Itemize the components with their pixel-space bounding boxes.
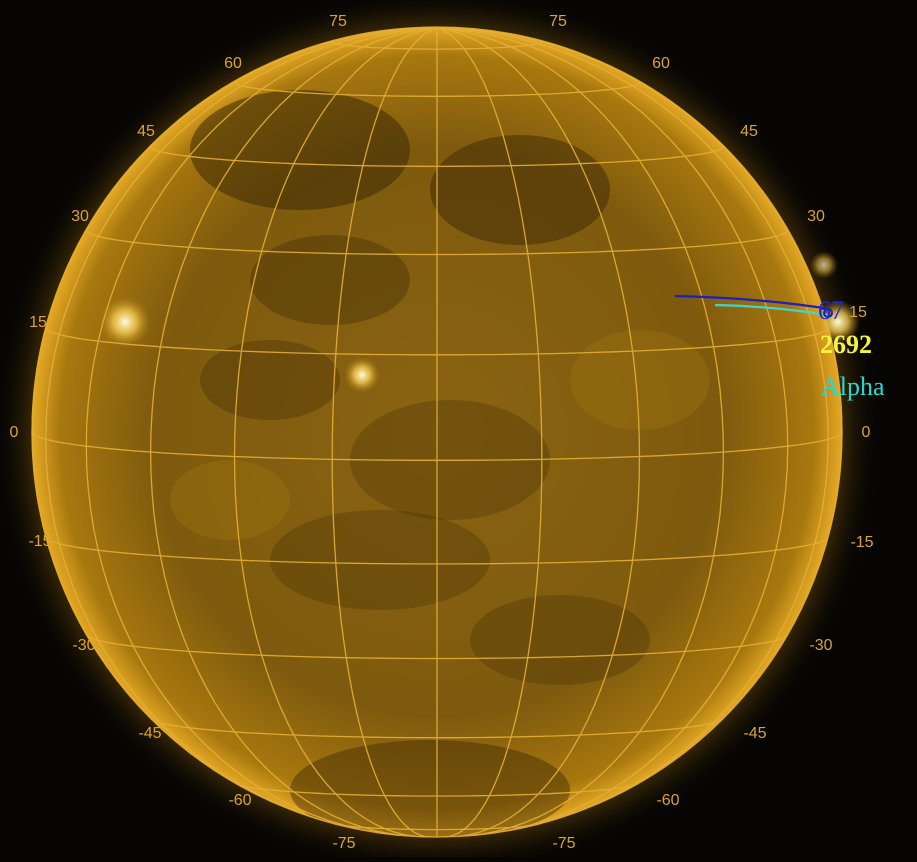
bright-region-east bbox=[99, 296, 151, 348]
latitude-label: -45 bbox=[743, 725, 766, 742]
longitude-line bbox=[436, 27, 789, 836]
longitude-line bbox=[45, 27, 438, 830]
limb-circle bbox=[31, 26, 843, 838]
longitude-line bbox=[85, 27, 438, 836]
region-marker bbox=[823, 308, 833, 318]
latitude-label: -15 bbox=[850, 534, 873, 551]
latitude-label: 15 bbox=[849, 304, 867, 321]
bright-region-limb-upper bbox=[810, 251, 838, 279]
longitude-line bbox=[436, 27, 725, 837]
bright-region-limb bbox=[816, 300, 860, 344]
region-number-label: 67 bbox=[818, 296, 844, 325]
latitude-label: 45 bbox=[740, 123, 758, 140]
latitude-label: -75 bbox=[332, 835, 355, 852]
latitude-label: 30 bbox=[807, 208, 825, 225]
latitude-label: -15 bbox=[28, 533, 51, 550]
latitude-label: -30 bbox=[72, 637, 95, 654]
latitude-label: 45 bbox=[137, 123, 155, 140]
latitude-label: -30 bbox=[809, 637, 832, 654]
latitude-label: 75 bbox=[549, 13, 567, 30]
latitude-label: -45 bbox=[138, 725, 161, 742]
latitude-label: 60 bbox=[224, 55, 242, 72]
latitude-label: 0 bbox=[10, 424, 19, 441]
longitude-line bbox=[436, 27, 829, 830]
noaa-number-label: 2692 bbox=[820, 330, 872, 359]
region-annotation: 67 2692 Alpha bbox=[674, 294, 885, 401]
latitude-label: -75 bbox=[552, 835, 575, 852]
longitude-line bbox=[233, 27, 438, 838]
heliographic-grid bbox=[31, 26, 843, 838]
latitude-label: -60 bbox=[656, 792, 679, 809]
latitude-label: 75 bbox=[329, 13, 347, 30]
latitude-label: -60 bbox=[228, 792, 251, 809]
longitude-line bbox=[436, 27, 641, 838]
region-track-cyan bbox=[714, 303, 829, 317]
longitude-line bbox=[331, 27, 438, 838]
magnetic-class-label: Alpha bbox=[821, 372, 885, 401]
latitude-label: 0 bbox=[862, 424, 871, 441]
latitude-label: 15 bbox=[29, 314, 47, 331]
longitude-line bbox=[436, 27, 543, 838]
latitude-label: 30 bbox=[71, 208, 89, 225]
latitude-label: 60 bbox=[652, 55, 670, 72]
longitude-line bbox=[149, 27, 438, 837]
region-track-blue bbox=[674, 294, 831, 311]
bright-region-center bbox=[344, 357, 380, 393]
grid-labels: 75 75 60 60 45 45 30 30 15 15 0 0 -15 -15 -30 -30 -45 -45… bbox=[10, 13, 874, 852]
